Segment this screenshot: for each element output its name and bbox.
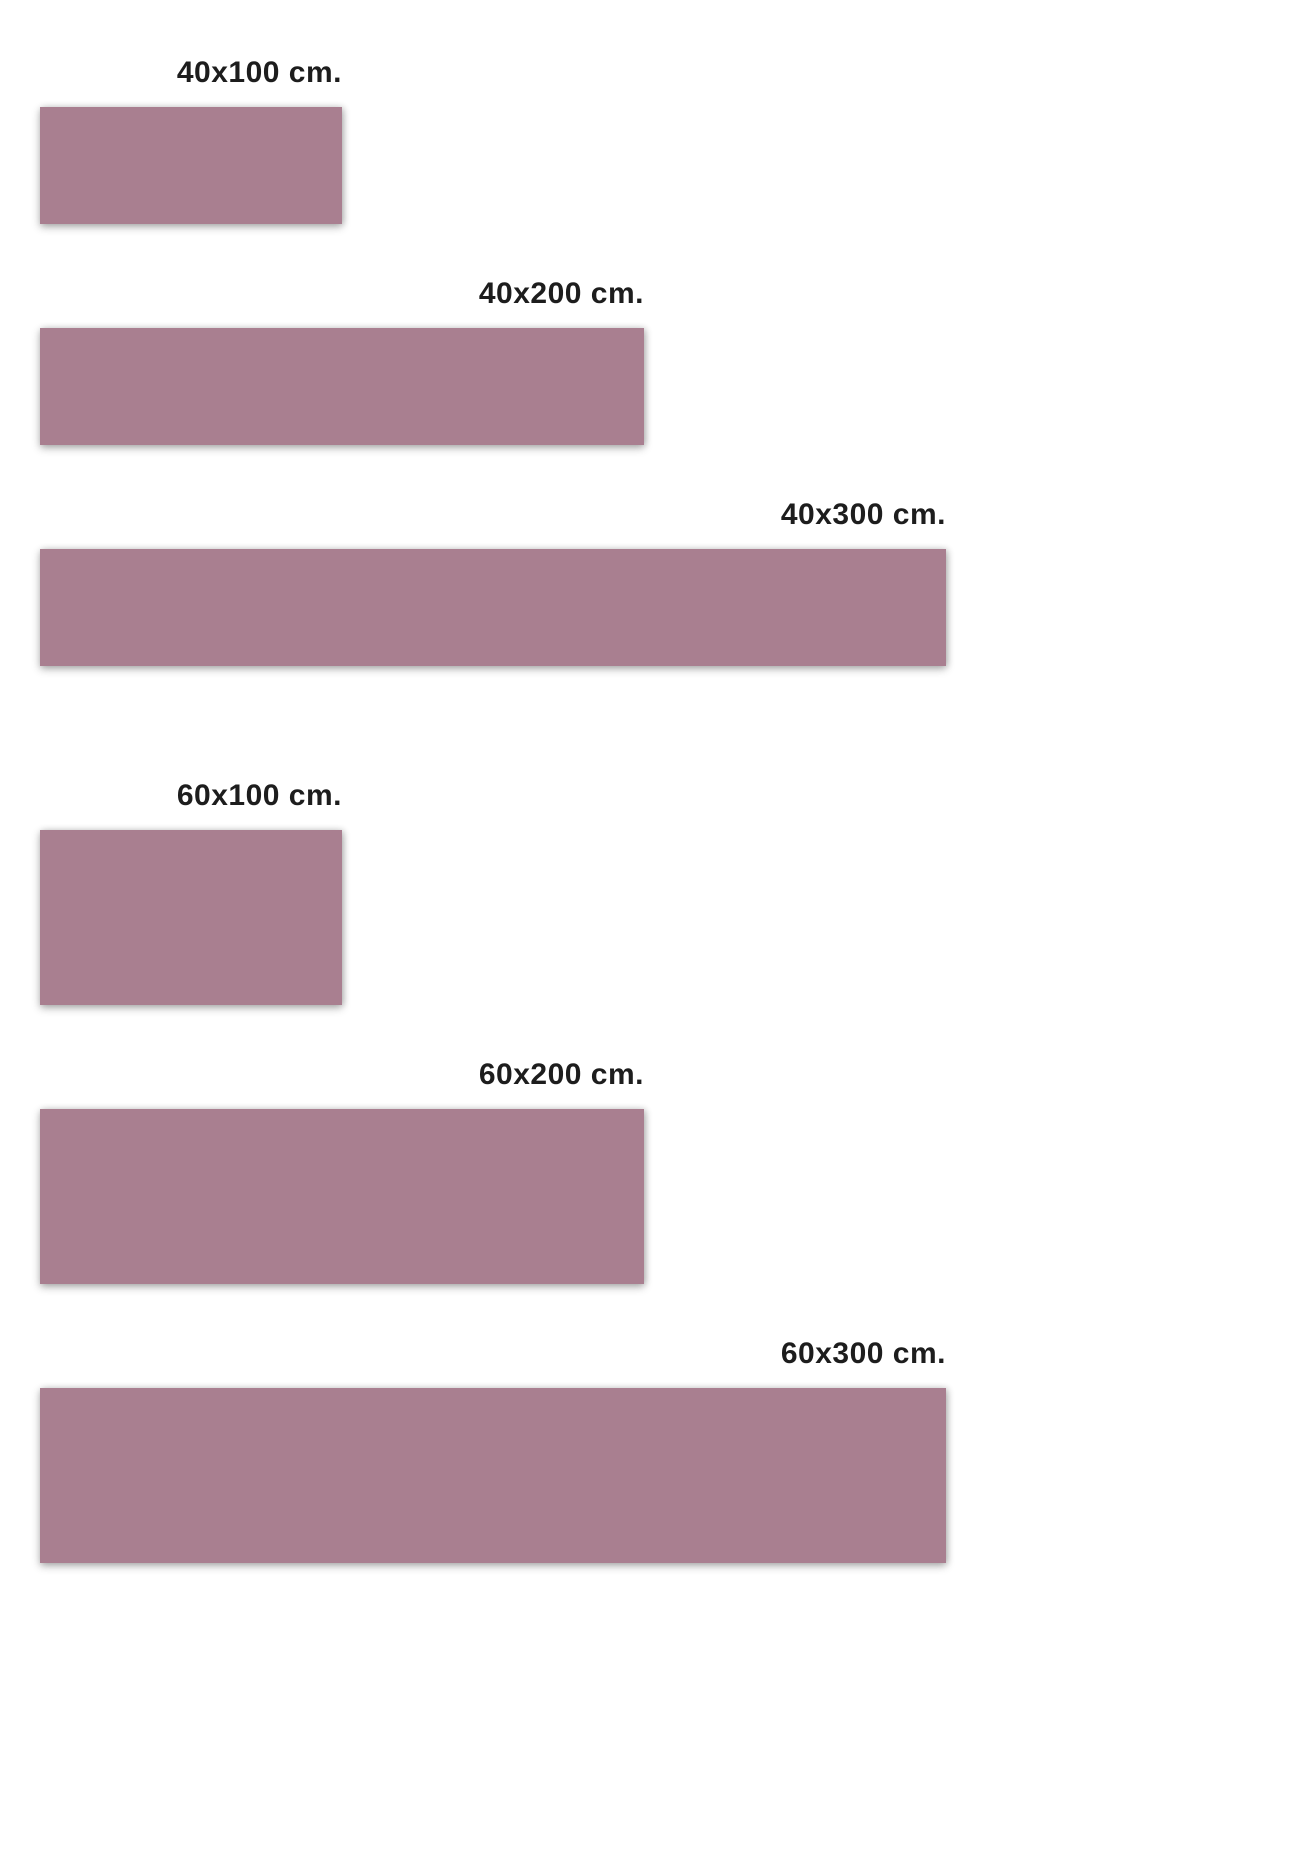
size-label-60x300: 60x300 cm. [780,1337,946,1370]
size-item-60x300: 60x300 cm. [40,1336,946,1563]
size-item-60x100: 60x100 cm. [40,778,342,1005]
size-label-60x100: 60x100 cm. [176,779,342,812]
size-label-60x200: 60x200 cm. [478,1058,644,1091]
size-item-40x200: 40x200 cm. [40,276,644,445]
size-label-40x200: 40x200 cm. [478,277,644,310]
size-swatch-60x300 [40,1388,946,1563]
size-item-60x200: 60x200 cm. [40,1057,644,1284]
size-swatch-40x200 [40,328,644,445]
size-item-40x300: 40x300 cm. [40,497,946,666]
size-swatch-40x300 [40,549,946,666]
size-label-40x300: 40x300 cm. [780,498,946,531]
size-chart: 40x100 cm. 40x200 cm. 40x300 cm. 60x100 … [40,55,1306,1563]
size-swatch-60x100 [40,830,342,1005]
size-swatch-60x200 [40,1109,644,1284]
size-item-40x100: 40x100 cm. [40,55,342,224]
size-label-40x100: 40x100 cm. [176,56,342,89]
size-swatch-40x100 [40,107,342,224]
